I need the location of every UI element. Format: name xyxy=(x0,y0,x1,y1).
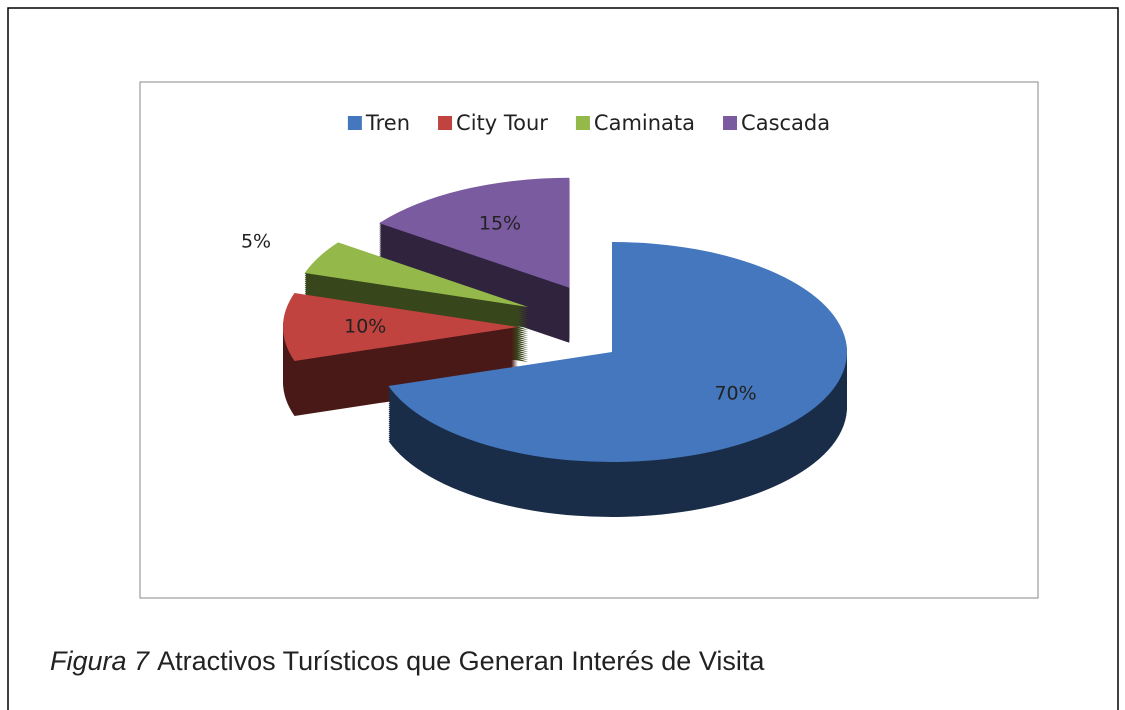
data-label: 10% xyxy=(344,316,386,338)
data-label: 5% xyxy=(241,231,271,253)
data-label: 70% xyxy=(714,383,756,405)
slice xyxy=(304,242,529,308)
slice xyxy=(282,293,518,361)
legend-swatch xyxy=(723,116,738,130)
legend-swatch xyxy=(575,116,590,130)
page-frame xyxy=(7,7,1119,710)
caption-label: Figura 7 xyxy=(50,646,150,676)
legend-swatch xyxy=(347,116,362,130)
legend-label: Cascada xyxy=(741,111,830,135)
data-label: 15% xyxy=(479,213,521,235)
caption-text: Atractivos Turísticos que Generan Interé… xyxy=(157,646,765,676)
legend-swatch xyxy=(438,116,453,130)
legend: Tren City Tour Caminata Cascada xyxy=(347,111,830,135)
legend-label: Tren xyxy=(365,111,410,135)
caption: Figura 7 Atractivos Turísticos que Genera… xyxy=(50,646,765,676)
legend-label: City Tour xyxy=(456,111,548,135)
pie: 70% 10% 5% 15% xyxy=(241,177,847,517)
slice xyxy=(388,242,847,462)
slice xyxy=(379,177,570,288)
legend-label: Caminata xyxy=(594,111,695,135)
chart-frame xyxy=(139,81,1039,599)
